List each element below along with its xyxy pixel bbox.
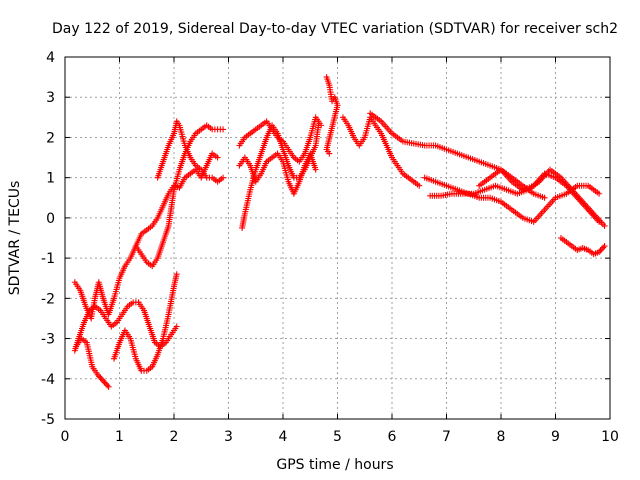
data-point — [416, 182, 423, 189]
y-tick-label: -1 — [41, 251, 55, 267]
x-tick-label: 2 — [170, 429, 179, 445]
series-arc1 — [71, 299, 180, 354]
x-axis-label: GPS time / hours — [276, 457, 393, 473]
y-tick-label: 4 — [46, 50, 55, 66]
x-tick-label: 3 — [224, 429, 233, 445]
data-point — [102, 380, 109, 387]
axis-ticks: 0 1 2 3 4 5 6 7 8 9 10 -5 -4 -3 -2 -1 0 1 2 3 4 — [41, 50, 619, 445]
data-point — [601, 222, 608, 229]
data-point — [541, 194, 548, 201]
series-arc5 — [132, 122, 227, 270]
data-point — [97, 374, 104, 381]
chart-title: Day 122 of 2019, Sidereal Day-to-day VTE… — [52, 21, 618, 37]
x-tick-label: 1 — [115, 429, 124, 445]
data-point — [598, 246, 605, 253]
y-tick-label: -4 — [41, 372, 55, 388]
y-tick-label: -2 — [41, 291, 55, 307]
data-point — [220, 174, 227, 181]
data-point — [214, 154, 221, 161]
y-tick-label: 3 — [46, 90, 55, 106]
data-point — [104, 382, 111, 389]
x-tick-label: 5 — [333, 429, 342, 445]
series-arc11 — [339, 114, 423, 189]
data-point — [105, 383, 112, 390]
data-point — [173, 271, 180, 278]
series-arc9 — [236, 150, 319, 197]
series-arc4 — [111, 271, 180, 374]
data-point — [318, 122, 325, 129]
series-arc6 — [154, 118, 227, 185]
series-arc14 — [427, 166, 608, 229]
data-point — [600, 244, 607, 251]
data-point — [601, 243, 608, 250]
y-axis-label: SDTVAR / TECUs — [7, 181, 23, 296]
data-point — [173, 323, 180, 330]
series-arc15 — [476, 166, 603, 225]
x-tick-label: 10 — [601, 429, 619, 445]
y-tick-label: -3 — [41, 332, 55, 348]
series-arc3 — [72, 335, 112, 390]
data-point — [326, 150, 333, 157]
y-tick-label: -5 — [41, 412, 55, 428]
x-tick-label: 6 — [388, 429, 397, 445]
y-tick-label: 1 — [46, 171, 55, 187]
series-arc10 — [323, 74, 341, 157]
data-point — [312, 166, 319, 173]
x-tick-label: 7 — [442, 429, 451, 445]
y-tick-label: 0 — [46, 211, 55, 227]
data-point — [220, 126, 227, 133]
series-arc16 — [557, 235, 608, 258]
x-tick-label: 9 — [551, 429, 560, 445]
data-points — [71, 74, 608, 390]
data-point — [101, 379, 108, 386]
data-point — [596, 190, 603, 197]
x-tick-label: 8 — [497, 429, 506, 445]
x-tick-label: 4 — [279, 429, 288, 445]
series-arc2 — [71, 150, 221, 322]
data-point — [98, 376, 105, 383]
series-arc8 — [236, 114, 325, 165]
data-point — [596, 218, 603, 225]
y-tick-label: 2 — [46, 130, 55, 146]
x-tick-label: 0 — [61, 429, 70, 445]
